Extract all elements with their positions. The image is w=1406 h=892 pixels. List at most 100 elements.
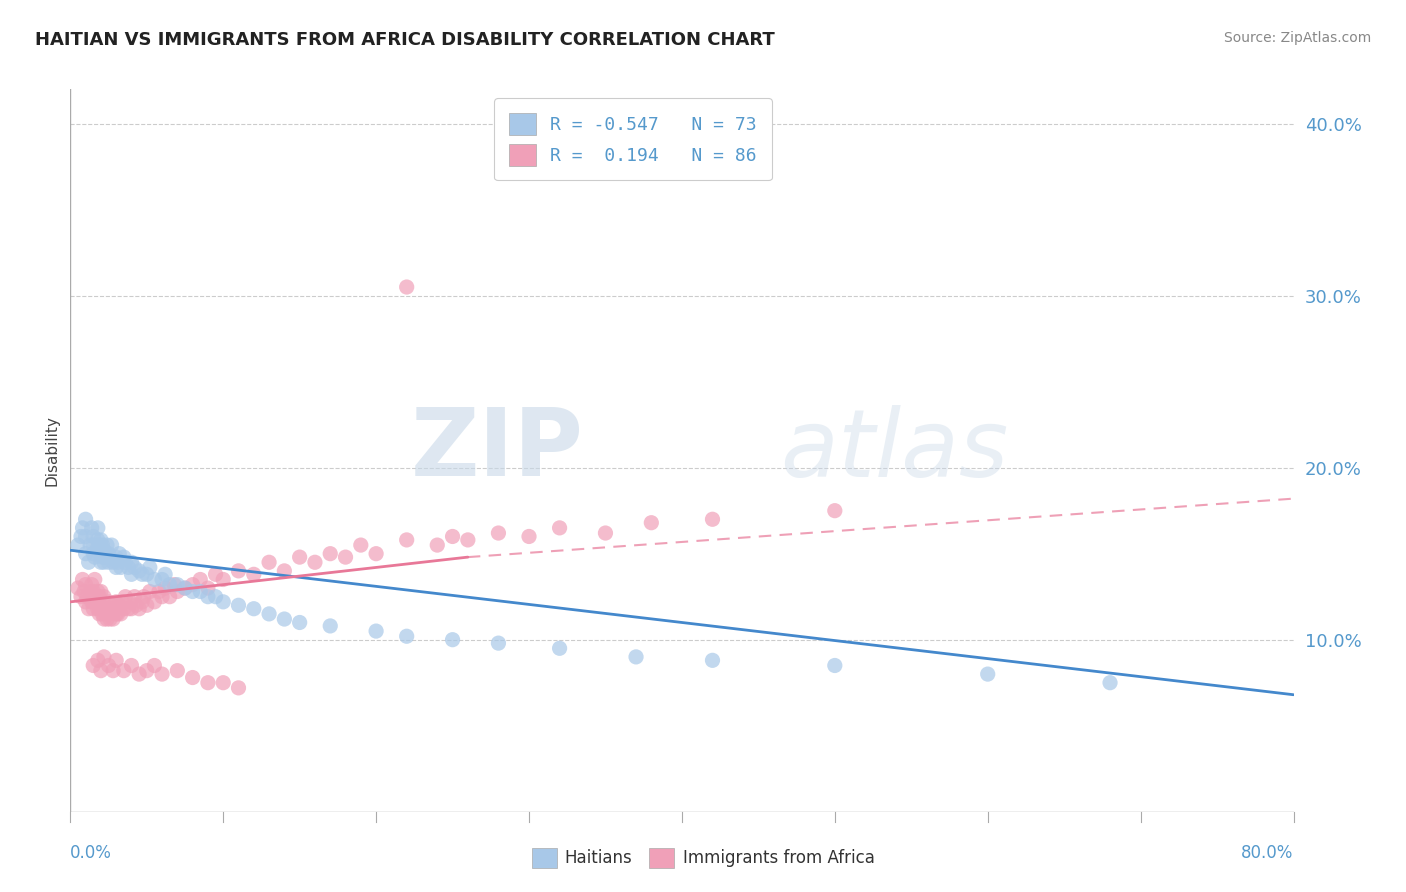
Point [100,601,122,615]
Point [228,681,250,695]
Point [97,547,120,561]
Point [96,538,118,552]
Point [132,590,155,604]
Point [87,533,110,547]
Point [97,595,120,609]
Point [181,671,204,685]
Point [70,529,93,543]
Point [288,550,311,565]
Point [124,560,146,574]
Point [174,581,197,595]
Point [90,601,112,615]
Point [125,599,148,613]
Point [82,584,104,599]
Point [212,675,235,690]
Point [82,529,104,543]
Point [80,521,103,535]
Point [228,564,250,578]
Point [150,667,173,681]
Point [104,599,127,613]
Point [153,581,176,595]
Text: 80.0%: 80.0% [1241,844,1294,863]
Point [93,543,115,558]
Point [75,577,97,591]
Point [93,590,115,604]
Point [128,601,150,615]
Point [117,560,139,574]
Point [702,653,724,667]
Text: 0.0%: 0.0% [70,844,112,863]
Point [118,595,141,609]
Point [441,632,464,647]
Point [595,526,617,541]
Point [82,601,104,615]
Point [128,564,150,578]
Point [319,619,342,633]
Point [150,590,173,604]
Point [93,555,115,569]
Point [89,538,111,552]
Point [101,612,124,626]
Point [148,584,170,599]
Point [91,550,114,565]
Point [395,629,418,643]
Point [97,555,120,569]
Point [79,538,101,552]
Point [108,547,131,561]
Point [75,512,97,526]
Point [181,584,204,599]
Point [96,612,118,626]
Point [66,538,89,552]
Text: Source: ZipAtlas.com: Source: ZipAtlas.com [1223,31,1371,45]
Point [488,636,510,650]
Point [139,584,162,599]
Point [159,590,181,604]
Point [117,601,139,615]
Point [110,607,132,621]
Point [90,584,112,599]
Point [90,533,112,547]
Point [640,516,662,530]
Point [121,555,143,569]
Point [112,550,135,565]
Point [143,573,166,587]
Point [197,581,219,595]
Point [105,653,128,667]
Point [114,590,136,604]
Point [105,550,128,565]
Point [257,555,280,569]
Point [91,595,114,609]
Point [824,658,846,673]
Point [87,653,110,667]
Point [204,567,226,582]
Point [91,607,114,621]
Point [105,595,128,609]
Point [101,664,124,678]
Point [304,555,326,569]
Point [121,658,143,673]
Point [197,675,219,690]
Point [395,533,418,547]
Y-axis label: Disability: Disability [44,415,59,486]
Point [488,526,510,541]
Point [87,601,110,615]
Point [395,280,418,294]
Text: atlas: atlas [780,405,1008,496]
Point [350,538,373,552]
Point [84,543,107,558]
Point [124,590,146,604]
Point [75,595,97,609]
Text: HAITIAN VS IMMIGRANTS FROM AFRICA DISABILITY CORRELATION CHART: HAITIAN VS IMMIGRANTS FROM AFRICA DISABI… [35,31,775,49]
Point [105,607,128,621]
Point [976,667,998,681]
Point [166,664,188,678]
Point [135,664,157,678]
Point [548,521,571,535]
Point [83,595,105,609]
Point [73,584,96,599]
Point [82,658,104,673]
Point [824,503,846,517]
Point [426,538,449,552]
Point [366,547,388,561]
Point [441,529,464,543]
